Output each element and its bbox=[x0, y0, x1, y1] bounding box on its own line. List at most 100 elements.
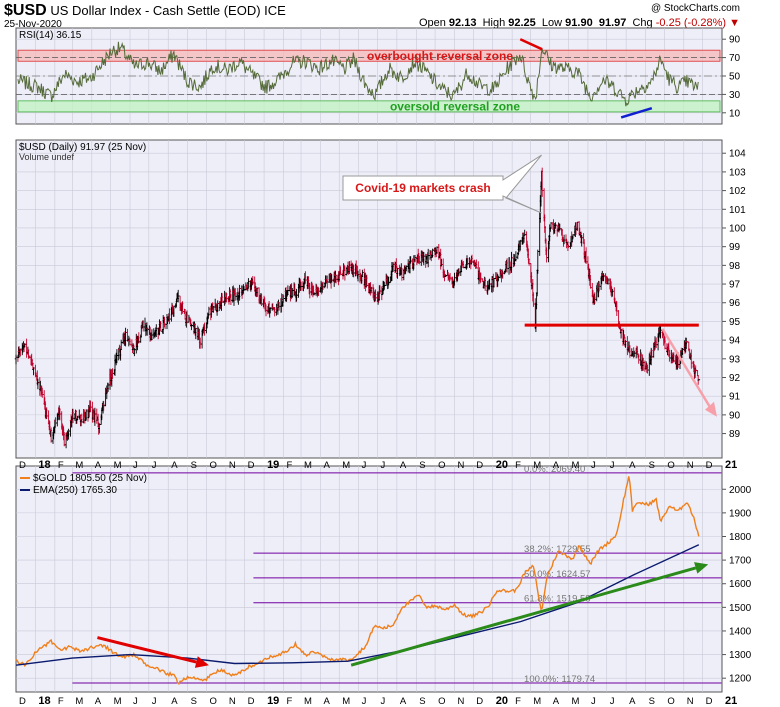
time-axis-label: M bbox=[342, 460, 350, 471]
time-axis-label: J bbox=[610, 696, 615, 707]
time-axis-label: O bbox=[438, 460, 445, 471]
time-axis-label: D bbox=[706, 696, 713, 707]
time-axis-label: 18 bbox=[38, 459, 50, 471]
time-axis-label: A bbox=[323, 696, 330, 707]
instrument-name: US Dollar Index - Cash Settle (EOD) bbox=[50, 3, 261, 18]
time-axis-label: N bbox=[687, 460, 694, 471]
time-axis-label: J bbox=[133, 696, 138, 707]
time-axis-label: M bbox=[342, 696, 350, 707]
gold-tick-label: 1400 bbox=[729, 626, 752, 637]
oversold-zone bbox=[17, 100, 721, 113]
time-axis-label: A bbox=[629, 696, 636, 707]
fib-label: 0.0%: 2069.40 bbox=[524, 464, 585, 475]
time-axis-label: 19 bbox=[267, 695, 279, 707]
time-axis-label: M bbox=[533, 696, 541, 707]
gold-panel bbox=[15, 465, 723, 693]
time-axis-label: M bbox=[304, 696, 312, 707]
time-axis-label: J bbox=[152, 460, 157, 471]
usd-tick-label: 102 bbox=[729, 186, 746, 197]
close-value: 91.97 bbox=[598, 17, 627, 29]
rsi-tick-label: 70 bbox=[729, 53, 741, 64]
usd-tick-label: 96 bbox=[729, 298, 741, 309]
time-axis-label: J bbox=[380, 696, 385, 707]
red-trend-arrow bbox=[97, 636, 197, 664]
high-value: 92.25 bbox=[508, 17, 536, 29]
low-value: 91.90 bbox=[565, 17, 593, 29]
time-axis-label: M bbox=[304, 460, 312, 471]
usd-tick-label: 95 bbox=[729, 317, 741, 328]
time-axis-label: J bbox=[610, 460, 615, 471]
brand-logo: @ StockCharts.com bbox=[650, 3, 740, 14]
time-axis-label: N bbox=[229, 460, 236, 471]
high-label: High bbox=[482, 17, 506, 29]
time-axis-label: M bbox=[114, 696, 122, 707]
time-axis-label: A bbox=[95, 696, 102, 707]
gold-tick-label: 1300 bbox=[729, 650, 752, 661]
covid-annotation: Covid-19 markets crash bbox=[355, 181, 490, 195]
usd-tick-label: 89 bbox=[729, 429, 741, 440]
time-axis-label: J bbox=[133, 460, 138, 471]
quote-line: Open 92.13 High 92.25 Low 91.90 91.97 Ch… bbox=[419, 17, 740, 29]
pink-trend-arrow bbox=[661, 328, 713, 410]
down-triangle-icon: ▼ bbox=[729, 17, 740, 29]
fib-label: 50.0%: 1624.57 bbox=[524, 569, 591, 580]
time-axis-label: A bbox=[400, 460, 407, 471]
time-axis-label: M bbox=[114, 460, 122, 471]
time-axis-label: A bbox=[171, 460, 178, 471]
usd-tick-label: 97 bbox=[729, 280, 741, 291]
red-trend-arrow-head bbox=[194, 656, 209, 668]
overbought-zone bbox=[17, 49, 721, 62]
usd-tick-label: 94 bbox=[729, 336, 741, 347]
time-axis-label: J bbox=[591, 460, 596, 471]
rsi-tick-label: 30 bbox=[729, 90, 741, 101]
time-axis-label: O bbox=[438, 696, 445, 707]
time-axis-label: A bbox=[400, 696, 407, 707]
time-axis-label: F bbox=[58, 696, 64, 707]
time-axis-label: M bbox=[572, 696, 580, 707]
time-axis-label: D bbox=[248, 460, 255, 471]
time-axis-label: S bbox=[419, 696, 425, 707]
time-axis-label: 20 bbox=[496, 459, 508, 471]
chg-label: Chg bbox=[632, 17, 653, 29]
time-axis-label: A bbox=[629, 460, 636, 471]
time-axis-label: A bbox=[323, 460, 330, 471]
time-axis-label: F bbox=[286, 696, 292, 707]
fib-label: 100.0%: 1179.74 bbox=[524, 674, 595, 685]
time-axis-label: N bbox=[458, 460, 465, 471]
rsi-tick-label: 10 bbox=[729, 108, 741, 119]
fib-label: 38.2%: 1729.55 bbox=[524, 544, 591, 555]
oversold-label: oversold reversal zone bbox=[390, 99, 520, 113]
time-axis-label: J bbox=[362, 460, 367, 471]
usd-tick-label: 92 bbox=[729, 373, 741, 384]
time-axis-label: 18 bbox=[38, 695, 50, 707]
chg-value: -0.25 (-0.28%) bbox=[655, 17, 727, 29]
time-axis-label: N bbox=[229, 696, 236, 707]
time-axis-label: M bbox=[533, 460, 541, 471]
usd-tick-label: 99 bbox=[729, 242, 741, 253]
rsi-legend: RSI(14) 36.15 bbox=[19, 30, 82, 41]
time-axis-label: N bbox=[458, 696, 465, 707]
time-axis-label: 21 bbox=[725, 695, 737, 707]
usd-tick-label: 103 bbox=[729, 167, 746, 178]
rsi-divergence-red bbox=[519, 38, 543, 51]
time-axis-label: 21 bbox=[725, 459, 737, 471]
chart-title: $USD US Dollar Index - Cash Settle (EOD)… bbox=[4, 2, 286, 20]
rsi-tick-label: 90 bbox=[729, 35, 741, 46]
time-axis-label: O bbox=[667, 460, 674, 471]
gold-legend: $GOLD 1805.50 (25 Nov) bbox=[33, 473, 147, 484]
time-axis-label: A bbox=[171, 696, 178, 707]
time-axis-label: 20 bbox=[496, 695, 508, 707]
usd-tick-label: 91 bbox=[729, 392, 741, 403]
open-label: Open bbox=[418, 17, 446, 29]
gold-tick-label: 1900 bbox=[729, 508, 752, 519]
exchange: ICE bbox=[264, 3, 286, 18]
time-axis-label: J bbox=[152, 696, 157, 707]
time-axis-label: O bbox=[667, 696, 674, 707]
time-axis-label: A bbox=[553, 460, 560, 471]
symbol: $USD bbox=[4, 2, 47, 19]
time-axis-label: S bbox=[649, 696, 655, 707]
gold-tick-label: 1200 bbox=[729, 674, 752, 685]
usd-legend-volume: Volume undef bbox=[19, 152, 75, 162]
time-axis-label: D bbox=[706, 460, 713, 471]
time-axis-label: 19 bbox=[267, 459, 279, 471]
